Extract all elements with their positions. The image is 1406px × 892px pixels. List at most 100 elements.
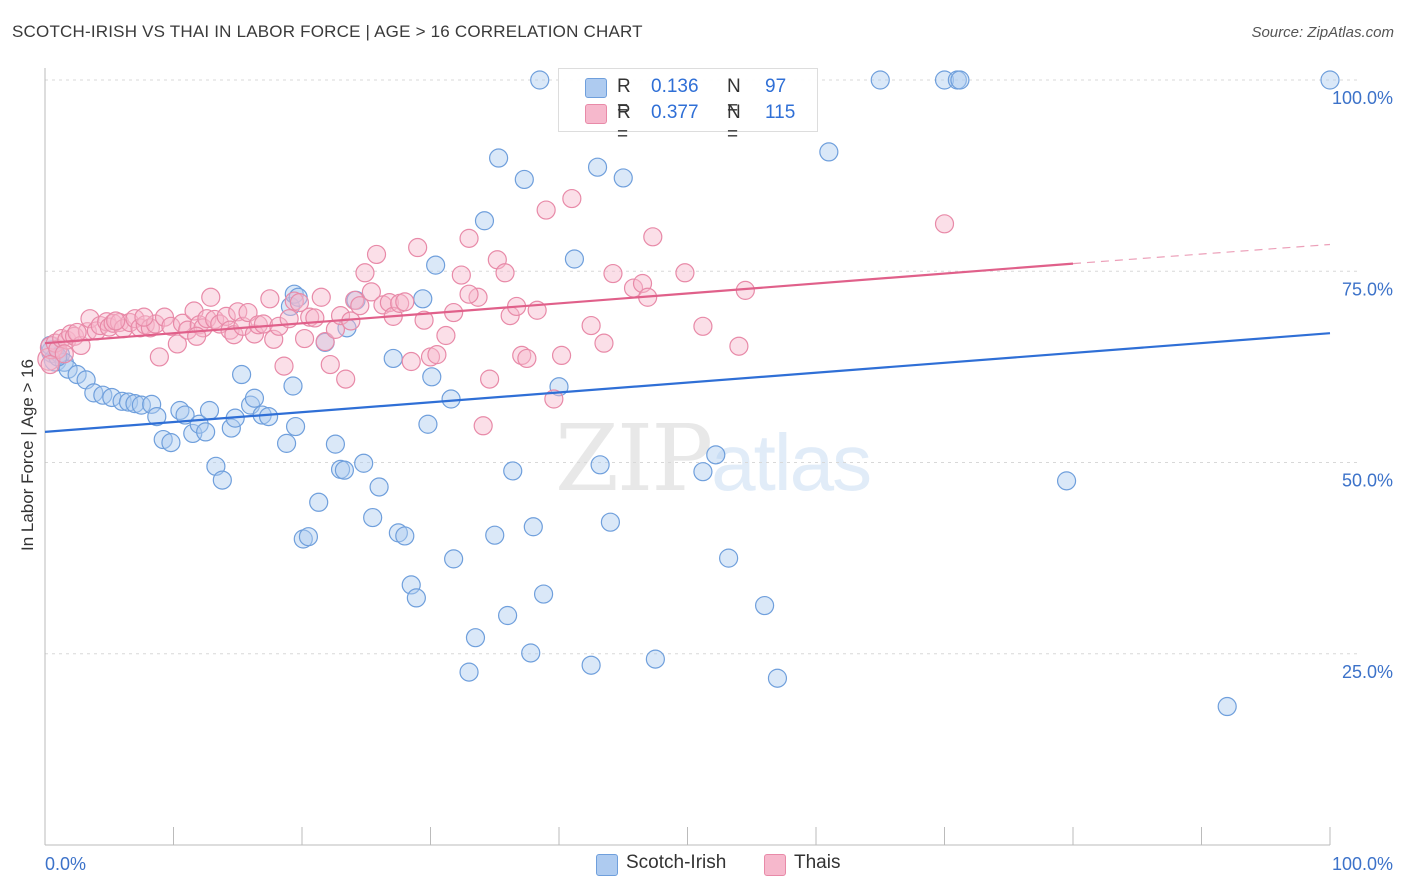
thai-point	[248, 315, 268, 335]
thai-point	[67, 322, 87, 343]
scotch-irish-point	[418, 414, 438, 434]
thai-point	[305, 308, 325, 328]
bottom-legend-swatch-thais	[764, 854, 786, 876]
scotch-irish-point	[514, 169, 534, 190]
scotch-irish-point	[395, 526, 415, 546]
thai-point	[675, 263, 695, 283]
scotch-irish-point	[870, 70, 890, 90]
legend-r-value: 0.136	[651, 76, 699, 97]
thai-point	[149, 347, 169, 367]
thai-point	[106, 311, 126, 331]
thai-point	[135, 315, 155, 335]
scotch-irish-point	[719, 548, 739, 568]
scotch-irish-point	[369, 477, 389, 497]
y-tick-label: 100.0%	[1332, 88, 1393, 108]
scotch-irish-point	[819, 142, 839, 162]
scotch-irish-point	[590, 455, 610, 475]
thai-point	[260, 289, 280, 309]
scotch-irish-point	[754, 595, 775, 616]
legend-r-label: R =	[617, 76, 631, 119]
scotch-irish-point	[950, 70, 970, 90]
scotch-irish-point	[147, 407, 167, 427]
thai-point	[395, 292, 415, 312]
scotch-irish-point	[489, 148, 509, 168]
scotch-irish-point	[221, 418, 241, 438]
scotch-irish-point	[131, 395, 151, 415]
thai-trend-extension	[1072, 243, 1331, 265]
scotch-irish-point	[498, 605, 518, 626]
thai-point	[459, 228, 479, 248]
thai-point	[562, 188, 582, 209]
thai-point	[140, 318, 160, 338]
thai-point	[355, 263, 375, 283]
thai-point	[495, 263, 515, 283]
thai-point	[294, 328, 315, 349]
scotch-irish-point	[523, 517, 543, 537]
tick-labels: 25.0% 50.0% 75.0% 100.0% 0.0% 100.0%	[45, 88, 1393, 874]
scotch-irish-point	[258, 407, 279, 427]
thai-point	[197, 309, 217, 329]
y-tick-label: 75.0%	[1342, 279, 1393, 299]
thai-point	[934, 214, 955, 234]
scotch-irish-point	[581, 655, 601, 675]
thai-point	[238, 302, 258, 323]
thai-point	[643, 227, 663, 247]
thai-point	[120, 312, 140, 333]
scotch-irish-points	[40, 70, 1340, 717]
thai-point	[366, 244, 387, 265]
thai-point	[274, 356, 294, 376]
thai-point	[480, 369, 500, 389]
thai-point	[336, 369, 356, 389]
scotch-irish-point	[212, 470, 232, 490]
watermark-zip: ZIP	[555, 405, 713, 512]
scotch-irish-point	[232, 364, 252, 385]
thai-point	[80, 309, 100, 329]
axes	[44, 68, 1331, 846]
scotch-irish-point	[767, 668, 788, 688]
scotch-irish-point	[199, 400, 220, 421]
thai-point	[350, 296, 370, 316]
scotch-irish-point	[298, 527, 319, 547]
scotch-irish-point	[613, 168, 633, 188]
scotch-irish-point	[465, 628, 486, 648]
scotch-irish-point	[285, 416, 306, 437]
scotch-irish-point	[354, 453, 374, 473]
scotch-irish-point	[413, 289, 433, 309]
scotch-irish-point	[67, 364, 87, 385]
scotch-irish-point	[444, 549, 464, 569]
scotch-irish-point	[426, 255, 446, 275]
scotch-irish-point	[485, 525, 505, 545]
scotch-irish-point	[244, 388, 265, 408]
scotch-irish-point	[196, 422, 216, 442]
thai-points	[37, 188, 955, 436]
scotch-irish-point	[503, 461, 523, 481]
source-label: Source: ZipAtlas.com	[1251, 24, 1394, 41]
scotch-irish-point	[645, 649, 665, 669]
scotch-irish-point	[564, 249, 585, 269]
thai-point	[544, 389, 564, 409]
thai-point	[315, 332, 335, 352]
scotch-irish-point	[325, 434, 346, 454]
scotch-irish-point	[58, 359, 78, 379]
legend-n-label: N =	[727, 102, 741, 145]
scotch-irish-point	[441, 389, 461, 409]
thai-point	[361, 282, 381, 302]
scotch-irish-point	[161, 433, 181, 453]
y-tick-label: 50.0%	[1342, 471, 1393, 491]
legend: R = 0.136 N = 97 R = 0.377 N = 115	[558, 68, 818, 145]
thai-point	[54, 344, 74, 364]
thai-point	[103, 313, 123, 333]
scotch-irish-point	[422, 367, 442, 387]
thai-trend-line	[44, 262, 1074, 345]
x-tick-label: 0.0%	[45, 854, 86, 874]
thai-point	[320, 354, 340, 375]
scotch-irish-point	[587, 157, 608, 177]
thai-point	[594, 333, 614, 353]
legend-n-value: 115	[765, 102, 796, 123]
thai-point	[459, 284, 479, 304]
thai-point	[201, 287, 221, 307]
thai-point	[167, 334, 187, 354]
scotch-irish-point	[1056, 471, 1077, 491]
thai-point	[451, 265, 471, 285]
